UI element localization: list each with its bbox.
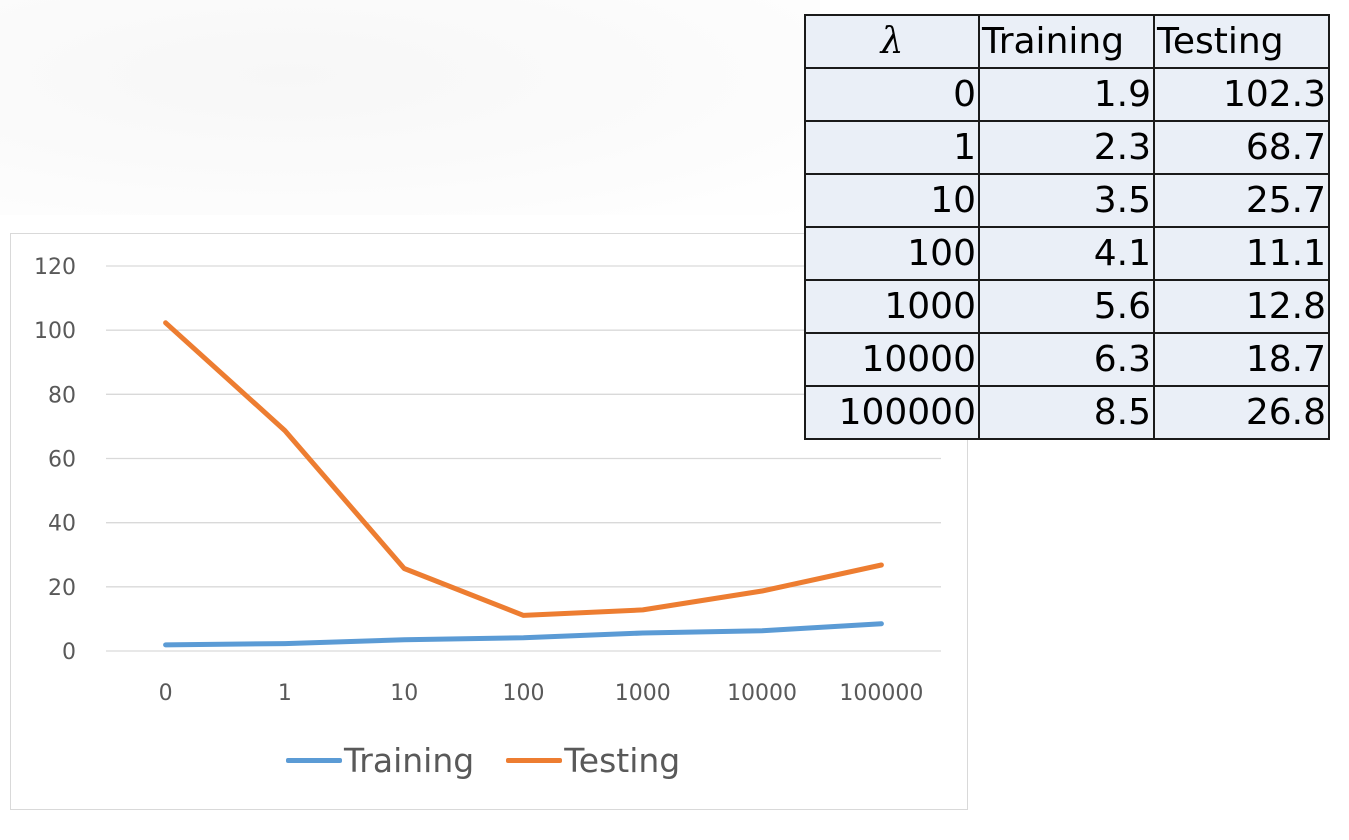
cell-lambda: 0 [804, 67, 980, 122]
background-shade [0, 0, 820, 215]
table-row: 10 3.5 25.7 [804, 173, 1330, 228]
table-row: 100000 8.5 26.8 [804, 385, 1330, 440]
table-row: 1 2.3 68.7 [804, 120, 1330, 175]
x-tick-label: 10000 [727, 681, 797, 706]
header-lambda: λ [804, 14, 980, 69]
legend-label-training: Training [344, 741, 475, 780]
header-testing: Testing [1153, 14, 1330, 69]
cell-testing: 12.8 [1153, 279, 1330, 334]
x-tick-label: 0 [159, 681, 173, 706]
x-tick-label: 1000 [615, 681, 671, 706]
chart-plot-area: 0 20 40 60 80 100 120 0 1 10 100 1000 10000 100000 [34, 255, 941, 706]
cell-lambda: 1 [804, 120, 980, 175]
y-tick-label: 20 [48, 576, 76, 601]
y-tick-label: 120 [34, 255, 76, 280]
results-table: λ Training Testing 0 1.9 102.3 1 2.3 68.… [804, 14, 1330, 440]
header-training: Training [978, 14, 1155, 69]
cell-training: 3.5 [978, 173, 1155, 228]
cell-training: 6.3 [978, 332, 1155, 387]
cell-training: 1.9 [978, 67, 1155, 122]
cell-testing: 102.3 [1153, 67, 1330, 122]
cell-training: 5.6 [978, 279, 1155, 334]
x-tick-label: 100 [503, 681, 545, 706]
y-tick-label: 40 [48, 512, 76, 537]
y-tick-label: 100 [34, 319, 76, 344]
cell-lambda: 10 [804, 173, 980, 228]
chart-legend: Training Testing [286, 741, 680, 780]
table-row: 0 1.9 102.3 [804, 67, 1330, 122]
cell-training: 8.5 [978, 385, 1155, 440]
series-line-training [163, 621, 884, 648]
legend-swatch-testing [506, 758, 563, 763]
cell-lambda: 10000 [804, 332, 980, 387]
table-header-row: λ Training Testing [804, 14, 1330, 69]
cell-testing: 18.7 [1153, 332, 1330, 387]
cell-lambda: 100000 [804, 385, 980, 440]
x-tick-label: 100000 [839, 681, 923, 706]
legend-label-testing: Testing [564, 741, 681, 780]
cell-training: 2.3 [978, 120, 1155, 175]
cell-lambda: 100 [804, 226, 980, 281]
table-row: 100 4.1 11.1 [804, 226, 1330, 281]
cell-lambda: 1000 [804, 279, 980, 334]
y-tick-label: 80 [48, 383, 76, 408]
x-tick-label: 10 [390, 681, 418, 706]
cell-training: 4.1 [978, 226, 1155, 281]
y-tick-label: 0 [62, 640, 76, 665]
table-row: 1000 5.6 12.8 [804, 279, 1330, 334]
legend-item-training: Training [286, 741, 474, 780]
legend-swatch-training [286, 758, 342, 763]
legend-item-testing: Testing [506, 741, 680, 780]
cell-testing: 26.8 [1153, 385, 1330, 440]
series-line-testing [163, 320, 884, 618]
cell-testing: 11.1 [1153, 226, 1330, 281]
y-tick-label: 60 [48, 448, 76, 473]
cell-testing: 68.7 [1153, 120, 1330, 175]
cell-testing: 25.7 [1153, 173, 1330, 228]
table-row: 10000 6.3 18.7 [804, 332, 1330, 387]
x-tick-label: 1 [278, 681, 292, 706]
